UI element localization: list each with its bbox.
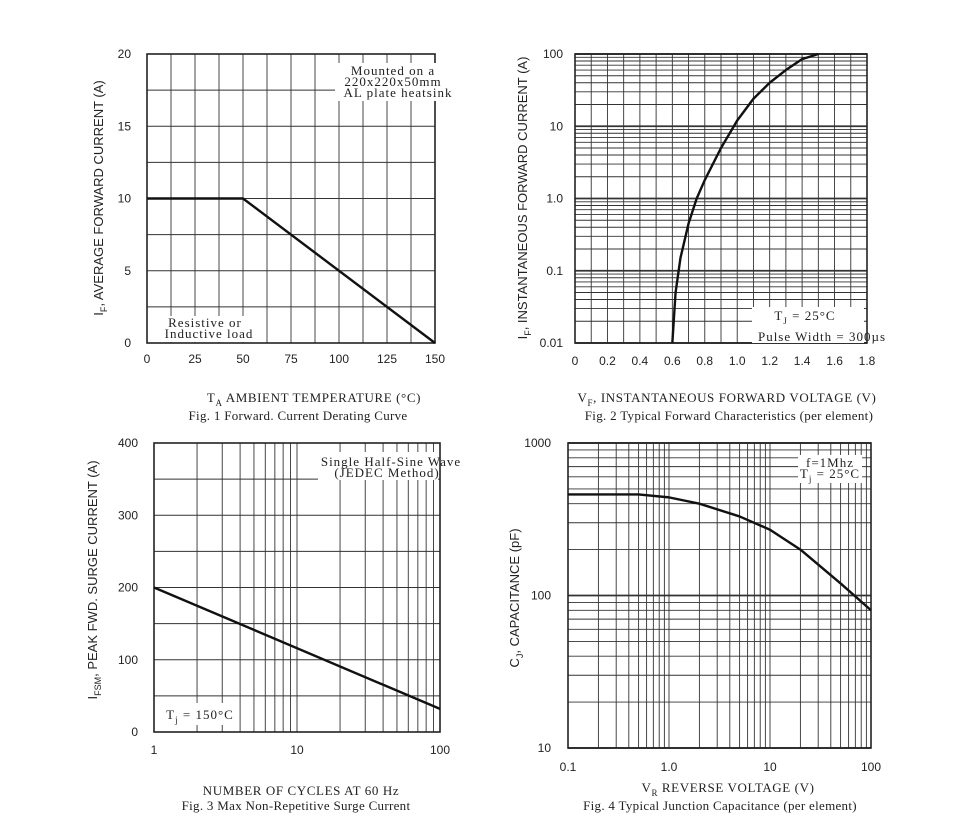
figure-caption: Fig. 4 Typical Junction Capacitance (per… [583,798,857,813]
y-tick-label: 0 [131,725,138,739]
x-tick-label: 1.0 [729,354,746,368]
annotation-load-inductive: Inductive load [165,326,254,341]
annotation-heatsink-type: AL plate heatsink [344,85,453,100]
y-tick-label: 0 [124,336,131,350]
y-tick-label: 0.1 [546,264,563,278]
annotation-junction-temp: Tj = 25°C [800,466,860,484]
plot-frame [567,442,872,749]
y-axis-label: IF, INSTANTANEOUS FORWARD CURRENT (A) [515,57,533,340]
annotation-background [335,63,457,101]
x-tick-label: 0 [144,352,151,366]
chart-derating-curve: 0 25 50 75 100 125 150 0 5 10 15 20 Mounted on a220x… [91,47,457,423]
y-tick-label: 10 [118,192,132,206]
x-tick-label: 1.4 [794,354,811,368]
y-tick-label: 20 [118,47,132,61]
annotation-waveform: Single Half-Sine Wave [321,454,461,469]
data-series-line [568,493,872,612]
x-axis-label: VF, INSTANTANEOUS FORWARD VOLTAGE (V) [578,390,877,408]
y-tick-label: 1000 [524,436,551,450]
x-tick-label: 25 [188,352,202,366]
x-tick-label: 125 [377,352,397,366]
x-tick-label: 150 [425,352,445,366]
y-tick-label: 400 [118,436,138,450]
annotation-background [164,703,236,725]
y-axis-label: IF, AVERAGE FORWARD CURRENT (A) [91,80,109,315]
annotation-junction-temp: Tj = 150°C [166,707,234,725]
annotation-frequency: f=1Mhz [806,455,854,470]
x-tick-label: 10 [763,760,777,774]
x-tick-label: 0.8 [696,354,713,368]
y-tick-label: 10 [538,741,552,755]
x-tick-label: 1.2 [761,354,778,368]
x-tick-label: 100 [861,760,881,774]
annotation-background [752,307,864,343]
y-tick-label: 100 [531,589,551,603]
x-tick-label: 0.2 [599,354,616,368]
x-axis-label: VR REVERSE VOLTAGE (V) [641,780,814,798]
x-tick-label: 100 [329,352,349,366]
y-tick-label: 1.0 [546,192,563,206]
y-tick-label: 0.01 [540,336,564,350]
y-tick-label: 200 [118,581,138,595]
annotation-load-type: Resistive or [168,315,242,330]
data-series-line [153,586,441,710]
x-tick-label: 1.0 [661,760,678,774]
chart-forward-characteristics: 0 0.2 0.4 0.6 0.8 1.0 1.2 1.4 1.6 1.8 0.01 0.1 1.0 10… [515,47,886,423]
y-axis-label: IFSM, PEAK FWD. SURGE CURRENT (A) [85,460,103,699]
x-axis-label: NUMBER OF CYCLES AT 60 Hz [203,783,399,798]
x-tick-label: 50 [236,352,250,366]
y-tick-label: 10 [550,119,564,133]
annotation-pulse-width: Pulse Width = 300µs [758,329,886,344]
y-tick-label: 5 [124,264,131,278]
x-tick-label: 10 [290,743,304,757]
annotation-background [318,452,438,480]
chart-surge-current: 1 10 100 0 100 200 300 400 Single Half-Sine Wave… [85,436,461,813]
x-axis-label: TA AMBIENT TEMPERATURE (°C) [207,390,421,408]
x-tick-label: 100 [430,743,450,757]
x-tick-label: 1.6 [826,354,843,368]
y-tick-label: 100 [543,47,563,61]
figure-caption: Fig. 1 Forward. Current Derating Curve [189,408,408,423]
x-tick-label: 0.6 [664,354,681,368]
annotation-background [798,455,862,483]
x-tick-label: 1 [151,743,158,757]
y-tick-label: 100 [118,653,138,667]
annotation-junction-temp: TJ = 25°C [774,308,835,326]
x-tick-label: 1.8 [859,354,876,368]
y-tick-label: 300 [118,508,138,522]
data-series-line [671,52,819,344]
x-tick-label: 75 [284,352,298,366]
y-axis-label: CJ, CAPACITANCE (pF) [507,528,525,667]
data-series-line [147,197,436,344]
annotation-background [160,316,260,342]
x-tick-label: 0.1 [560,760,577,774]
figure-caption: Fig. 3 Max Non-Repetitive Surge Current [182,798,411,813]
x-tick-label: 0.4 [632,354,649,368]
plot-frame [574,53,868,344]
figure-caption: Fig. 2 Typical Forward Characteristics (… [585,408,873,423]
x-tick-label: 0 [572,354,579,368]
annotation-heatsink-size: 220x220x50mm [344,74,441,89]
annotation-mounting: Mounted on a [351,63,435,78]
y-tick-label: 15 [118,119,132,133]
annotation-method: (JEDEC Method) [334,465,439,480]
